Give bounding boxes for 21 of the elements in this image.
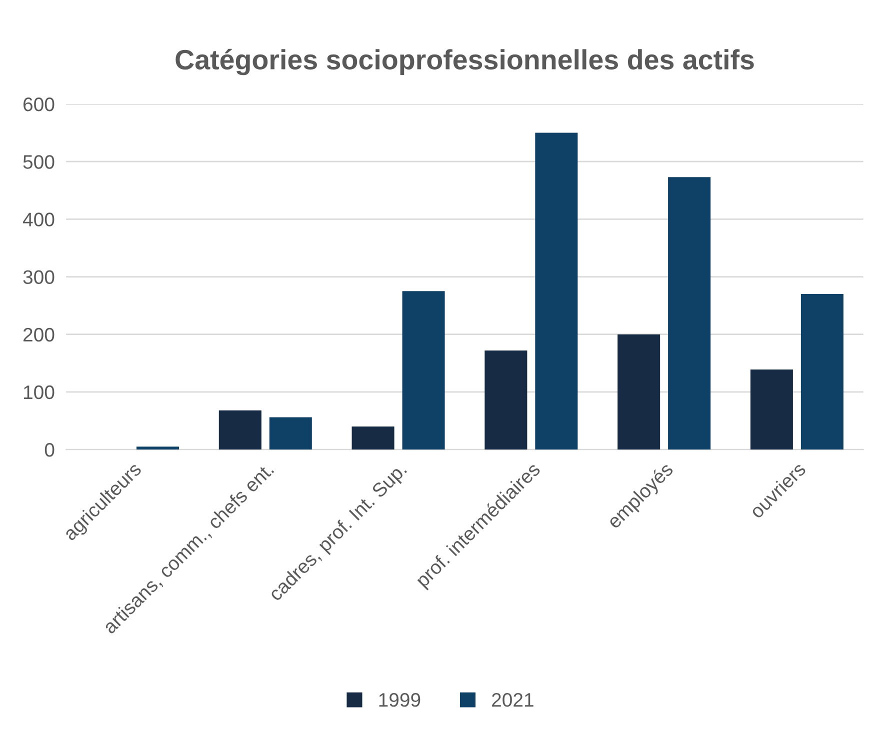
- y-tick-label: 500: [23, 155, 54, 169]
- y-tick-label: 400: [22, 212, 54, 226]
- bar: [218, 410, 262, 450]
- y-tick-label: 100: [24, 385, 54, 400]
- bar: [800, 294, 844, 450]
- bar: [535, 132, 578, 450]
- bar: [269, 417, 312, 450]
- bar: [750, 369, 793, 450]
- bar: [668, 177, 711, 450]
- y-tick-label: 200: [24, 328, 54, 342]
- bar: [352, 426, 394, 450]
- chart-title: Catégories socioprofessionnelles des actifs: [176, 48, 754, 76]
- bar: [618, 334, 660, 450]
- bar: [136, 446, 180, 450]
- legend-label: 1999: [379, 693, 420, 707]
- legend-label: 2021: [492, 693, 534, 707]
- y-tick-label: 600: [24, 97, 54, 112]
- bar: [402, 291, 445, 450]
- bar: [484, 350, 528, 450]
- y-tick-label: 0: [44, 442, 54, 457]
- y-tick-label: 300: [23, 270, 54, 284]
